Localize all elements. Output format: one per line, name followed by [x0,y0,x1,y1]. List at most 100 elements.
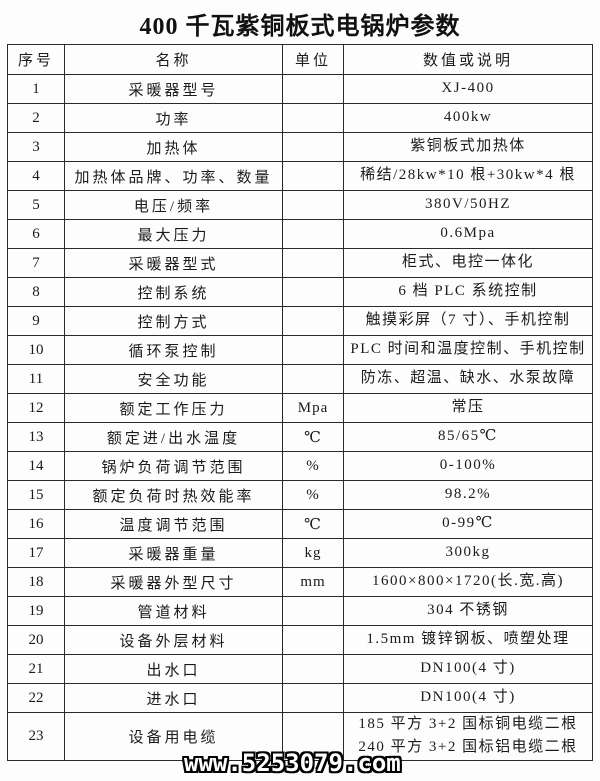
row-name-cell: 加热体品牌、功率、数量 [64,161,283,191]
row-no-cell: 4 [7,161,65,191]
row-unit-cell: mm [282,567,344,597]
row-no-cell: 10 [7,335,65,365]
row-unit-cell: % [282,480,344,510]
row-no-cell: 1 [7,74,65,104]
row-no-cell: 15 [7,480,65,510]
row-name-cell: 控制方式 [64,306,283,336]
row-name-cell: 控制系统 [64,277,283,307]
row-name-cell: 加热体 [64,132,283,162]
watermark-url: www.5253079.com [184,749,401,777]
row-name-cell: 出水口 [64,654,283,684]
row-value-cell: 98.2% [343,480,593,510]
row-value-cell: 0.6Mpa [343,219,593,249]
table-row: 15 额定负荷时热效能率 % 98.2% [7,480,593,510]
row-value-cell: PLC 时间和温度控制、手机控制 [343,335,593,365]
row-unit-cell [282,103,344,133]
row-name-cell: 循环泵控制 [64,335,283,365]
table-row: 6 最大压力 0.6Mpa [7,219,593,249]
table-row: 2 功率 400kw [7,103,593,133]
table-row: 23 设备用电缆 185 平方 3+2 国标铜电缆二根 240 平方 3+2 国… [7,712,593,761]
header-cell-name: 名称 [64,44,283,75]
header-cell-unit: 单位 [282,44,344,75]
row-value-cell: 1600×800×1720(长.宽.高) [343,567,593,597]
table-row: 13 额定进/出水温度 ℃ 85/65℃ [7,422,593,452]
row-no-cell: 7 [7,248,65,278]
row-name-cell: 额定负荷时热效能率 [64,480,283,510]
row-value-cell: 触摸彩屏（7 寸）、手机控制 [343,306,593,336]
row-no-cell: 19 [7,596,65,626]
table-row: 14 锅炉负荷调节范围 % 0-100% [7,451,593,481]
row-unit-cell [282,248,344,278]
row-name-cell: 锅炉负荷调节范围 [64,451,283,481]
row-no-cell: 23 [7,712,65,761]
row-no-cell: 16 [7,509,65,539]
row-no-cell: 13 [7,422,65,452]
row-name-cell: 温度调节范围 [64,509,283,539]
row-unit-cell [282,683,344,713]
row-unit-cell [282,596,344,626]
page-title: 400 千瓦紫铜板式电锅炉参数 [139,14,461,40]
row-no-cell: 20 [7,625,65,655]
row-name-cell: 采暖器型号 [64,74,283,104]
row-value-cell: 紫铜板式加热体 [343,132,593,162]
table-row: 21 出水口 DN100(4 寸) [7,654,593,684]
row-unit-cell [282,654,344,684]
row-name-cell: 安全功能 [64,364,283,394]
row-unit-cell: Mpa [282,393,344,423]
row-value-cell: 1.5mm 镀锌钢板、喷塑处理 [343,625,593,655]
row-unit-cell [282,190,344,220]
row-no-cell: 3 [7,132,65,162]
row-no-cell: 17 [7,538,65,568]
table-row: 4 加热体品牌、功率、数量 稀结/28kw*10 根+30kw*4 根 [7,161,593,191]
row-no-cell: 6 [7,219,65,249]
row-value-cell: XJ-400 [343,74,593,104]
table-header: 序号 名称 单位 数值或说明 [7,44,593,75]
table-row: 20 设备外层材料 1.5mm 镀锌钢板、喷塑处理 [7,625,593,655]
table-row: 8 控制系统 6 档 PLC 系统控制 [7,277,593,307]
header-row: 序号 名称 单位 数值或说明 [7,44,593,75]
row-no-cell: 5 [7,190,65,220]
table-row: 7 采暖器型式 柜式、电控一体化 [7,248,593,278]
table-row: 10 循环泵控制 PLC 时间和温度控制、手机控制 [7,335,593,365]
row-unit-cell [282,132,344,162]
row-no-cell: 12 [7,393,65,423]
table-body: 1 采暖器型号 XJ-400 2 功率 400kw 3 加热体 紫铜板式加热体 … [7,74,593,761]
row-name-cell: 设备外层材料 [64,625,283,655]
table-row: 11 安全功能 防冻、超温、缺水、水泵故障 [7,364,593,394]
row-no-cell: 11 [7,364,65,394]
row-value-cell: 85/65℃ [343,422,593,452]
row-name-cell: 额定工作压力 [64,393,283,423]
row-unit-cell [282,625,344,655]
table-row: 16 温度调节范围 ℃ 0-99℃ [7,509,593,539]
row-value-cell: 6 档 PLC 系统控制 [343,277,593,307]
row-no-cell: 21 [7,654,65,684]
table-row: 19 管道材料 304 不锈钢 [7,596,593,626]
row-no-cell: 9 [7,306,65,336]
row-value-cell: 稀结/28kw*10 根+30kw*4 根 [343,161,593,191]
row-unit-cell [282,74,344,104]
table-row: 1 采暖器型号 XJ-400 [7,74,593,104]
row-unit-cell [282,219,344,249]
row-unit-cell: % [282,451,344,481]
row-unit-cell: kg [282,538,344,568]
row-unit-cell: ℃ [282,509,344,539]
row-value-cell: 400kw [343,103,593,133]
row-name-cell: 采暖器型式 [64,248,283,278]
row-value-cell: 柜式、电控一体化 [343,248,593,278]
table-row: 18 采暖器外型尺寸 mm 1600×800×1720(长.宽.高) [7,567,593,597]
row-value-cell: 0-99℃ [343,509,593,539]
table-row: 22 进水口 DN100(4 寸) [7,683,593,713]
row-name-cell: 进水口 [64,683,283,713]
table-row: 3 加热体 紫铜板式加热体 [7,132,593,162]
table-row: 17 采暖器重量 kg 300kg [7,538,593,568]
row-value-cell: 0-100% [343,451,593,481]
row-name-cell: 最大压力 [64,219,283,249]
parameter-table: 序号 名称 单位 数值或说明 1 采暖器型号 XJ-400 2 功率 400kw… [7,44,593,761]
row-name-cell: 设备用电缆 [64,712,283,761]
row-value-cell: 185 平方 3+2 国标铜电缆二根 240 平方 3+2 国标铝电缆二根 [343,712,593,761]
row-value-cell: 300kg [343,538,593,568]
row-unit-cell [282,335,344,365]
row-name-cell: 额定进/出水温度 [64,422,283,452]
row-value-cell: 304 不锈钢 [343,596,593,626]
